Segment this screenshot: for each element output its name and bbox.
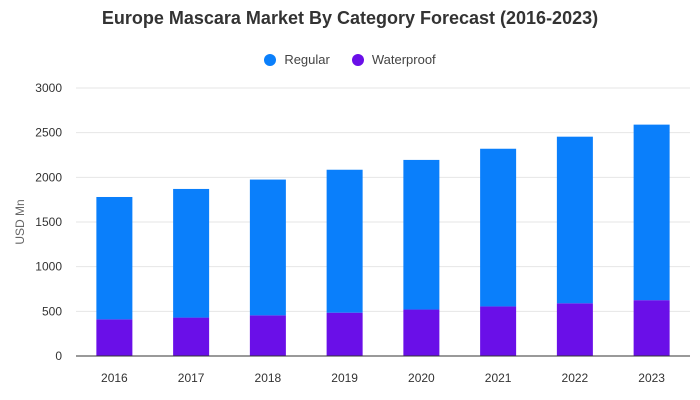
x-tick-label: 2023 bbox=[638, 371, 665, 385]
bar-regular-2020[interactable] bbox=[403, 159, 440, 310]
bar-waterproof-2019[interactable] bbox=[326, 312, 363, 356]
bar-regular-2022[interactable] bbox=[556, 136, 593, 304]
bar-regular-2017[interactable] bbox=[173, 188, 210, 318]
y-tick-label: 0 bbox=[55, 349, 62, 363]
bar-waterproof-2022[interactable] bbox=[556, 303, 593, 356]
axis-layer: 0 500 1000 1500 2000 2500 3000 2016 2017 2018 2019… bbox=[35, 81, 690, 385]
legend-item-regular[interactable]: Regular bbox=[264, 52, 330, 67]
bar-waterproof-2018[interactable] bbox=[249, 315, 286, 356]
x-tick-label: 2020 bbox=[408, 371, 435, 385]
chart-legend: Regular Waterproof bbox=[0, 52, 700, 67]
x-tick-label: 2016 bbox=[101, 371, 128, 385]
bar-layer bbox=[96, 124, 670, 356]
x-tick-label: 2022 bbox=[562, 371, 589, 385]
y-tick-label: 3000 bbox=[35, 81, 62, 95]
y-tick-label: 1500 bbox=[35, 215, 62, 229]
bar-regular-2019[interactable] bbox=[326, 169, 363, 313]
bar-waterproof-2020[interactable] bbox=[403, 309, 440, 356]
y-tick-label: 2000 bbox=[35, 170, 62, 184]
x-tick-label: 2018 bbox=[255, 371, 282, 385]
x-tick-label: 2019 bbox=[331, 371, 358, 385]
y-tick-label: 2500 bbox=[35, 126, 62, 140]
bar-regular-2018[interactable] bbox=[249, 179, 286, 316]
bar-waterproof-2021[interactable] bbox=[480, 306, 517, 356]
y-tick-label: 1000 bbox=[35, 260, 62, 274]
bar-waterproof-2023[interactable] bbox=[633, 300, 670, 356]
bar-waterproof-2017[interactable] bbox=[173, 317, 210, 356]
chart-title: Europe Mascara Market By Category Foreca… bbox=[101, 8, 599, 28]
legend-label-waterproof: Waterproof bbox=[371, 52, 436, 67]
grid-layer bbox=[76, 87, 690, 312]
legend-swatch-regular bbox=[264, 53, 277, 66]
bar-regular-2016[interactable] bbox=[96, 196, 133, 320]
legend-swatch-waterproof bbox=[351, 53, 364, 66]
bar-regular-2023[interactable] bbox=[633, 124, 670, 301]
x-tick-label: 2017 bbox=[178, 371, 205, 385]
bar-regular-2021[interactable] bbox=[480, 148, 517, 307]
y-axis-label: USD Mn bbox=[13, 199, 27, 244]
y-tick-label: 500 bbox=[42, 304, 62, 318]
legend-label-regular: Regular bbox=[284, 52, 330, 67]
bar-waterproof-2016[interactable] bbox=[96, 319, 133, 356]
legend-item-waterproof[interactable]: Waterproof bbox=[351, 52, 436, 67]
x-tick-label: 2021 bbox=[485, 371, 512, 385]
